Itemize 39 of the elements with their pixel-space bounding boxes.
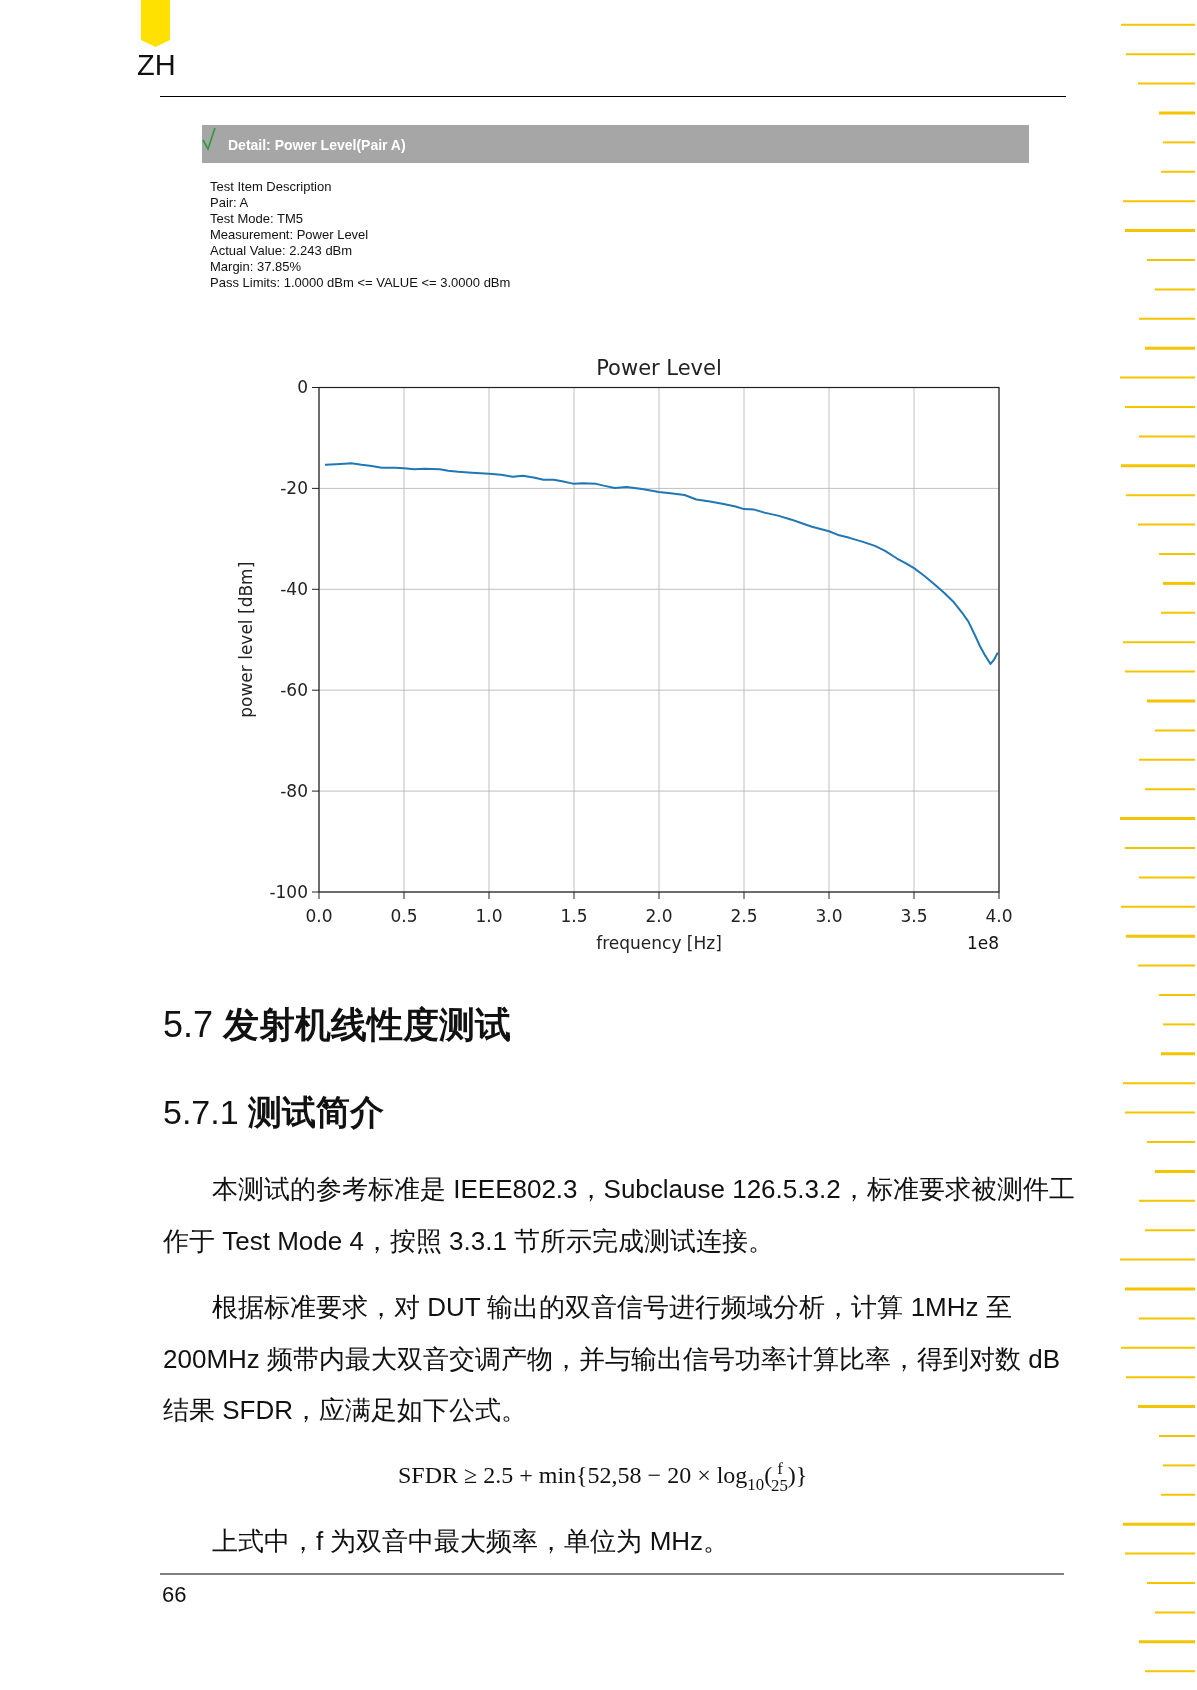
y-axis-title: power level [dBm] [235, 561, 256, 718]
text: Pair: A [210, 194, 249, 210]
y-tick-label: 0 [297, 377, 308, 398]
text: Detail: Power Level(Pair A) [228, 136, 406, 153]
text: SFDR ≥ 2.5 + min{52,58 − 20 × log$_{10}$($^{f}$$_{25}$)} [398, 1459, 808, 1496]
text: Test Mode: TM5 [210, 210, 303, 226]
text: ZH [137, 49, 176, 81]
x-tick-label: 4.0 [985, 906, 1013, 926]
x-tick-label: 1.5 [560, 906, 588, 926]
y-tick-label: -20 [280, 478, 308, 499]
text: Measurement: Power Level [210, 226, 369, 242]
text: 5.7.1 测试简介 [163, 1093, 385, 1131]
text: 本测试的参考标准是 IEEE802.3，Subclause 126.5.3.2，标准要求被测件工 [212, 1174, 1075, 1204]
x-tick-label: 0.0 [305, 906, 333, 926]
y-tick-label: -80 [280, 781, 308, 802]
x-tick-label: 2.0 [645, 906, 673, 926]
text: 上式中，f 为双音中最大频率，单位为 MHz。 [212, 1526, 730, 1556]
text: 66 [162, 1582, 187, 1607]
text: 5.7 发射机线性度测试 [163, 1004, 512, 1045]
y-tick-label: -40 [280, 579, 308, 600]
text: Actual Value: 2.243 dBm [210, 243, 353, 258]
x-tick-label: 0.5 [390, 906, 418, 926]
text: 作于 Test Mode 4，按照 3.3.1 节所示完成测试连接。 [162, 1226, 775, 1256]
x-tick-label: 3.5 [900, 906, 928, 926]
y-tick-label: -60 [280, 680, 308, 701]
line-series [324, 462, 999, 665]
x-tick-label: 3.0 [815, 906, 843, 926]
text: 1e8 [966, 933, 999, 953]
y-tick-label: -100 [269, 881, 308, 902]
chart-title: Power Level [596, 356, 722, 380]
text: 200MHz 频带内最大双音交调产物，并与输出信号功率计算比率，得到对数 dB [163, 1344, 1061, 1374]
x-axis-title: frequency [Hz] [596, 933, 722, 953]
text: Pass Limits: 1.0000 dBm <= VALUE <= 3.0000 dBm [210, 275, 511, 291]
x-tick-label: 2.5 [730, 906, 758, 926]
x-tick-label: 1.0 [475, 906, 503, 926]
text: 结果 SFDR，应满足如下公式。 [163, 1395, 527, 1425]
text: Margin: 37.85% [210, 259, 302, 275]
text: Test Item Description [210, 178, 332, 194]
text: 根据标准要求，对 DUT 输出的双音信号进行频域分析，计算 1MHz 至 [212, 1292, 1012, 1322]
